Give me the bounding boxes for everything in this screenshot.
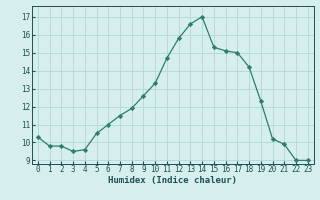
X-axis label: Humidex (Indice chaleur): Humidex (Indice chaleur) (108, 176, 237, 185)
